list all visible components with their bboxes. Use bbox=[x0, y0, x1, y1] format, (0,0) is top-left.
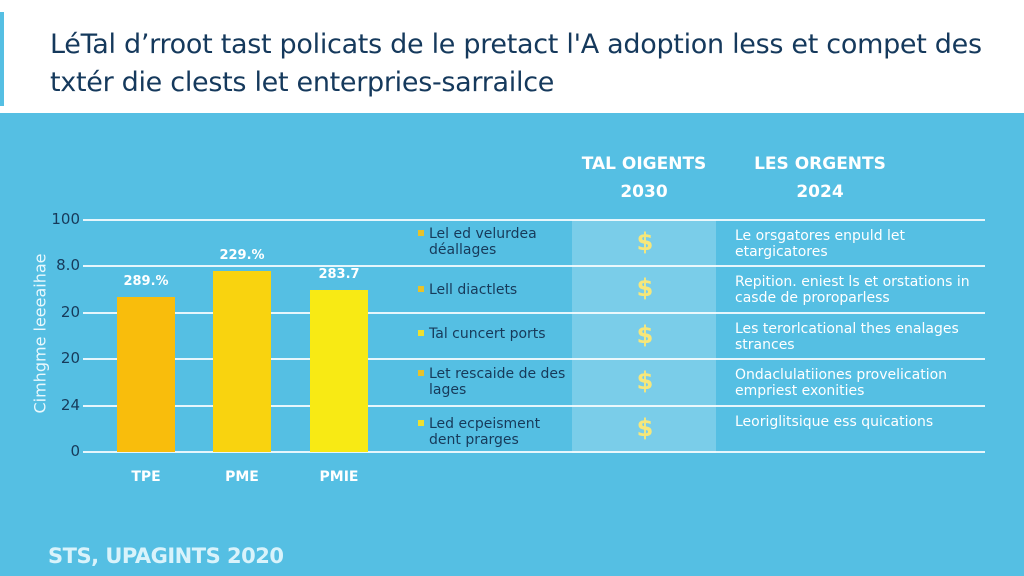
gridline bbox=[83, 451, 985, 453]
legend-label: Let rescaide de des lages bbox=[429, 366, 566, 398]
data-label: 229.% bbox=[219, 248, 265, 264]
col1-header-line2: 2030 bbox=[620, 182, 668, 202]
dollar-icon: $ bbox=[636, 228, 654, 256]
table-header-col2: LES ORGENTS 2024 bbox=[735, 150, 905, 206]
data-label: 289.% bbox=[123, 273, 169, 289]
table-row-text: Les terorlcational thes enalages strance… bbox=[735, 320, 959, 353]
legend-swatch bbox=[418, 420, 424, 426]
legend-item: Let rescaide de des lages bbox=[418, 366, 568, 398]
y-axis-label: Cimhgme leeeaihae bbox=[30, 253, 50, 414]
legend-item: Lel ed velurdea déallages bbox=[418, 226, 568, 258]
footer-source: STS, UPAGINTS 2020 bbox=[48, 544, 284, 568]
legend-label: Led ecpeisment dent prarges bbox=[429, 416, 541, 448]
bar-pmie bbox=[310, 289, 368, 452]
legend-swatch bbox=[418, 230, 424, 236]
highlight-column bbox=[572, 220, 716, 453]
x-tick-label: TPE bbox=[131, 469, 161, 485]
x-tick-label: PMIE bbox=[319, 469, 359, 485]
legend-item: Led ecpeisment dent prarges bbox=[418, 416, 568, 448]
bar-tpe bbox=[117, 296, 175, 452]
table-row-text: Le orsgatores enpuld let etargicatores bbox=[735, 228, 906, 260]
legend-swatch bbox=[418, 330, 424, 336]
col2-header-line1: LES ORGENTS bbox=[754, 154, 886, 174]
legend-label: Lell diactlets bbox=[429, 282, 518, 298]
legend-label: Lel ed velurdea déallages bbox=[429, 226, 537, 258]
col1-header-line1: TAL OIGENTS bbox=[581, 154, 707, 174]
dollar-icon: $ bbox=[636, 320, 654, 349]
table-row-text: Leoriglitsique ess quications bbox=[735, 413, 934, 430]
legend-label: Tal cuncert ports bbox=[429, 326, 546, 342]
table-row-text: Ondaclulatiiones provelication empriest … bbox=[735, 367, 948, 400]
legend-swatch bbox=[418, 286, 424, 292]
col2-header-line2: 2024 bbox=[796, 182, 844, 202]
legend-item: Lell diactlets bbox=[418, 282, 568, 298]
y-tick-label: 0 bbox=[70, 442, 80, 460]
table-header-col1: TAL OIGENTS 2030 bbox=[572, 150, 716, 206]
gridline bbox=[83, 358, 985, 361]
bar-pme bbox=[213, 271, 271, 452]
y-tick-label: 24 bbox=[60, 395, 80, 414]
gridline bbox=[83, 219, 985, 221]
gridline bbox=[83, 404, 985, 407]
y-tick-label: 8.0 bbox=[56, 256, 80, 275]
legend-swatch bbox=[418, 370, 424, 376]
y-tick-label: 20 bbox=[60, 349, 80, 368]
dollar-icon: $ bbox=[636, 413, 654, 442]
table-row-text: Repition. eniest ls et orstations in cas… bbox=[735, 274, 970, 307]
gridline bbox=[83, 311, 985, 314]
data-label: 283.7 bbox=[318, 266, 360, 282]
dollar-icon: $ bbox=[636, 274, 654, 303]
legend-item: Tal cuncert ports bbox=[418, 326, 568, 342]
page-title: LéTal d’rroot tast policats de le pretac… bbox=[50, 29, 982, 98]
dollar-icon: $ bbox=[636, 367, 654, 396]
y-tick-label: 100 bbox=[51, 210, 80, 228]
y-tick-label: 20 bbox=[60, 302, 80, 321]
header: LéTal d’rroot tast policats de le pretac… bbox=[0, 0, 1024, 113]
gridline bbox=[83, 265, 985, 268]
accent-bar bbox=[0, 12, 4, 106]
x-tick-label: PME bbox=[225, 469, 259, 485]
